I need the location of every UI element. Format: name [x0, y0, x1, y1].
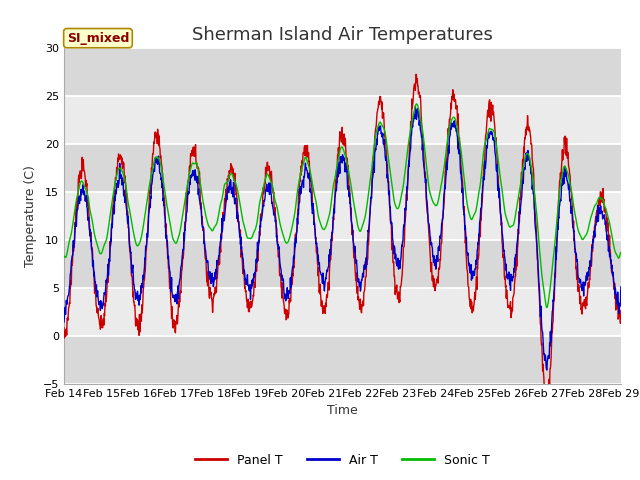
Bar [64, 144, 621, 192]
Panel T [184, 180, 191, 186]
Sonic T [502, 213, 509, 219]
Panel T [617, 308, 625, 314]
Sonic T [246, 236, 254, 241]
Bar [64, 240, 621, 288]
Air T [429, 253, 437, 259]
Text: SI_mixed: SI_mixed [67, 32, 129, 45]
Air T [184, 191, 191, 196]
Title: Sherman Island Air Temperatures: Sherman Island Air Temperatures [192, 25, 493, 44]
Air T [543, 367, 551, 373]
Panel T [60, 325, 68, 331]
Sonic T [552, 235, 559, 240]
Bar [64, 192, 621, 240]
Sonic T [429, 200, 437, 205]
Bar [64, 288, 621, 336]
Air T [246, 282, 254, 288]
Sonic T [60, 253, 68, 259]
Sonic T [170, 239, 178, 244]
Air T [60, 319, 68, 325]
Sonic T [543, 305, 551, 311]
Air T [552, 262, 559, 268]
Air T [412, 103, 419, 109]
Air T [502, 261, 509, 267]
Panel T [502, 283, 509, 288]
Panel T [412, 72, 420, 77]
Line: Panel T: Panel T [64, 74, 621, 389]
Sonic T [184, 179, 191, 185]
Panel T [246, 300, 254, 306]
Bar [64, 336, 621, 384]
Panel T [541, 386, 548, 392]
Bar [64, 96, 621, 144]
Air T [617, 284, 625, 290]
Sonic T [617, 250, 625, 255]
Y-axis label: Temperature (C): Temperature (C) [24, 165, 37, 267]
Line: Air T: Air T [64, 106, 621, 370]
Legend: Panel T, Air T, Sonic T: Panel T, Air T, Sonic T [191, 449, 494, 472]
Panel T [170, 323, 178, 328]
Panel T [429, 279, 437, 285]
Panel T [552, 274, 559, 280]
Bar [64, 48, 621, 96]
X-axis label: Time: Time [327, 405, 358, 418]
Sonic T [413, 101, 420, 107]
Air T [170, 295, 178, 300]
Line: Sonic T: Sonic T [64, 104, 621, 308]
